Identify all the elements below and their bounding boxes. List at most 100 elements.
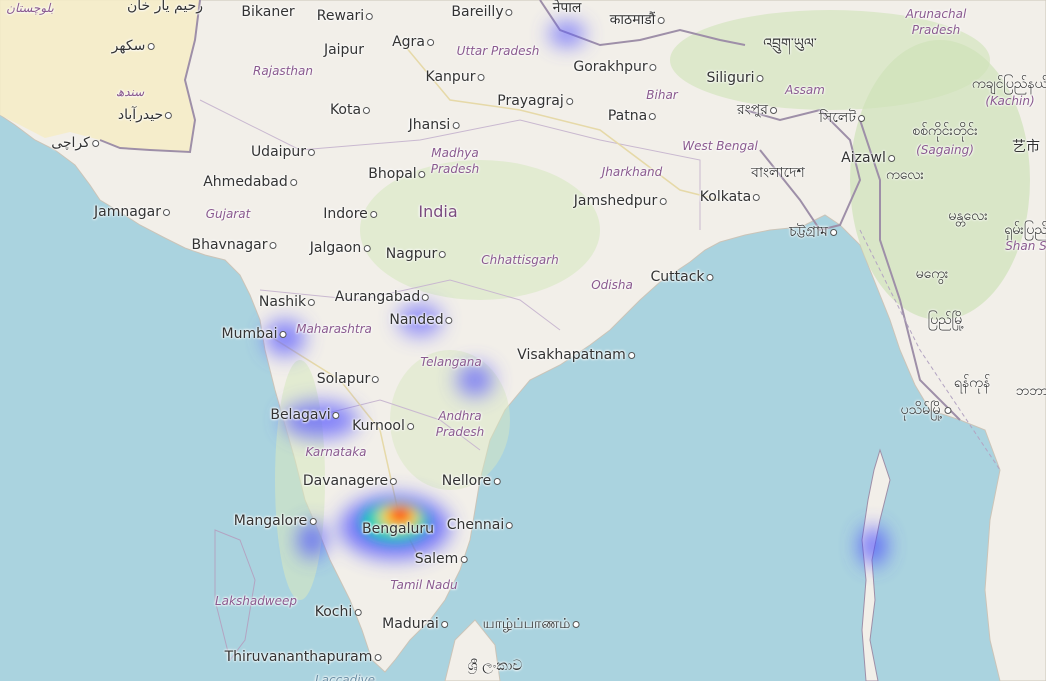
label-yangon: ရန်ကုန် — [953, 375, 991, 391]
label-karnataka: Karnataka — [305, 445, 367, 459]
border-bangladesh — [744, 108, 862, 232]
label-jamnagar: Jamnagar — [94, 204, 170, 220]
label-balochistan: بلوچستان — [6, 1, 54, 15]
label-sagaing-my: စစ်ကိုင်းတိုင်း — [912, 123, 978, 139]
label-sagaing: (Sagaing) — [916, 143, 974, 157]
label-mumbai: Mumbai — [222, 326, 287, 342]
label-thiruvananthapuram: Thiruvananthapuram — [225, 649, 382, 665]
label-bangladesh: বাংলাদেশ — [751, 165, 805, 181]
label-chattogram: চট্টগ্রাম — [789, 224, 837, 240]
label-shan-my: ရှမ်းပြည် — [1004, 222, 1046, 238]
border-pak — [99, 0, 201, 154]
label-nepal: नेपाल — [552, 0, 582, 16]
roads — [399, 39, 721, 201]
label-agra: Agra — [392, 34, 434, 50]
label-siliguri: Siliguri — [707, 70, 764, 86]
state-borders-2 — [259, 279, 561, 331]
label-uttar-pradesh: Uttar Pradesh — [456, 44, 540, 58]
land-srilanka — [444, 619, 501, 681]
label-bhutan: འབྲུག་ཡུལ་ — [763, 36, 817, 52]
label-assam: Assam — [785, 83, 825, 97]
forest-east — [850, 40, 1030, 320]
label-rahim-yar-khan: رحیم یار خان — [127, 0, 203, 14]
label-telangana: Telangana — [420, 355, 482, 369]
label-gujarat: Gujarat — [205, 207, 251, 221]
label-bhavnagar: Bhavnagar — [191, 237, 276, 253]
label-kachin-my: ကချင်ပြည်နယ် — [971, 76, 1046, 92]
label-andhra: Andhra — [438, 409, 482, 423]
label-jaffna: யாழ்ப்பாணம் — [483, 616, 580, 632]
land-pakistan — [0, 0, 200, 152]
label-aurangabad: Aurangabad — [335, 289, 429, 305]
label-nanded: Nanded — [389, 312, 452, 328]
label-pathein: ပုသိမ်မြို့ — [900, 402, 951, 418]
label-bihar: Bihar — [646, 88, 678, 102]
label-west-bengal: West Bengal — [682, 139, 758, 153]
label-thai: ဘဘာ — [1015, 383, 1046, 399]
label-chennai: Chennai — [447, 517, 513, 533]
label-sylhet: সিলেট — [819, 110, 865, 126]
label-kurnool: Kurnool — [352, 418, 414, 434]
label-laccadive: Laccadive — [314, 673, 376, 681]
label-ahmedabad: Ahmedabad — [203, 174, 297, 190]
label-rewari: Rewari — [317, 8, 373, 24]
label-kachin: (Kachin) — [985, 94, 1035, 108]
label-sukkur: سکھر — [112, 38, 155, 54]
label-lakshadweep: Lakshadweep — [214, 594, 298, 608]
label-jaipur: Jaipur — [323, 42, 365, 58]
label-srilanka: ශ්‍රී ලංකාව — [467, 658, 523, 674]
label-belagavi: Belagavi — [270, 407, 339, 423]
label-indore: Indore — [323, 206, 377, 222]
label-maharashtra: Maharashtra — [296, 322, 372, 336]
label-cuttack: Cuttack — [650, 269, 713, 285]
label-arunachal: Arunachal Pradesh — [905, 7, 967, 37]
label-cn: 艺市 — [1012, 139, 1040, 155]
label-kanpur: Kanpur — [426, 69, 485, 85]
label-nagpur: Nagpur — [386, 246, 446, 262]
label-karachi: کراچی — [51, 135, 99, 151]
border-myanmar — [859, 119, 961, 421]
label-patna: Patna — [608, 108, 656, 124]
label-bareilly: Bareilly — [451, 4, 512, 20]
label-solapur: Solapur — [317, 371, 379, 387]
label-visakhapatnam: Visakhapatnam — [517, 347, 635, 363]
label-rangpur: রংপুর — [737, 102, 777, 118]
label-india: India — [418, 202, 458, 221]
label-bengaluru: Bengaluru — [362, 521, 434, 537]
label-jamshedpur: Jamshedpur — [574, 193, 667, 209]
label-pradesh-ap: Pradesh — [435, 425, 485, 439]
label-jalgaon: Jalgaon — [310, 240, 371, 256]
label-kolkata: Kolkata — [700, 189, 760, 205]
label-tamil-nadu: Tamil Nadu — [390, 578, 458, 592]
label-hyderabad-pk: حیدرآباد — [118, 107, 172, 123]
lakshadweep-boundary — [214, 529, 256, 662]
label-nashik: Nashik — [259, 294, 315, 310]
label-sindh: سندھ — [115, 85, 145, 99]
label-davanagere: Davanagere — [303, 473, 397, 489]
label-salem: Salem — [415, 551, 468, 567]
label-chhattisgarh: Chhattisgarh — [481, 253, 559, 267]
land-andaman — [861, 448, 891, 681]
label-madhya: Madhya — [431, 146, 479, 160]
label-udaipur: Udaipur — [251, 144, 315, 160]
label-kalay: ကလေး — [886, 167, 924, 183]
forest-central — [360, 160, 600, 300]
border-maritime — [859, 229, 1001, 471]
label-aizawl: Aizawl — [841, 150, 895, 166]
label-mangalore: Mangalore — [234, 513, 317, 529]
label-madurai: Madurai — [382, 616, 448, 632]
label-kota: Kota — [330, 102, 370, 118]
label-magway: မကွေး — [915, 266, 949, 282]
label-bago: ပြည်မြို့ — [927, 312, 965, 328]
label-kochi: Kochi — [315, 604, 362, 620]
label-rajasthan: Rajasthan — [253, 64, 313, 78]
label-bhopal: Bhopal — [368, 166, 425, 182]
label-shan: Shan S — [1005, 239, 1046, 253]
label-odisha: Odisha — [591, 278, 633, 292]
label-kathmandu: काठमाडौं — [610, 12, 665, 28]
label-pradesh-mp: Pradesh — [430, 162, 480, 176]
label-jharkhand: Jharkhand — [601, 165, 663, 179]
label-mandalay: မန္တလေး — [948, 208, 988, 224]
label-prayagraj: Prayagraj — [497, 93, 573, 109]
